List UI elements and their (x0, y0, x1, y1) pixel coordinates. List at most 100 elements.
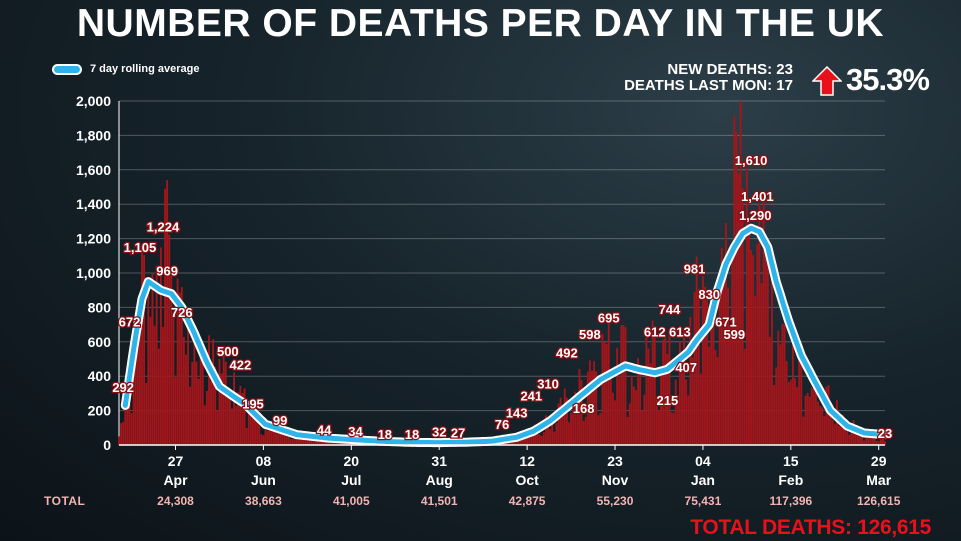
legend: 7 day rolling average (52, 63, 199, 75)
bar (124, 394, 127, 445)
bar (628, 403, 631, 445)
bar (561, 410, 564, 445)
bar (752, 255, 755, 445)
bar (879, 439, 882, 445)
bar (233, 372, 236, 445)
bar (203, 405, 206, 445)
data-label: 422 (230, 357, 252, 372)
bar (848, 434, 851, 445)
data-label: 143 (506, 405, 528, 420)
bar (287, 436, 290, 445)
bar (214, 366, 217, 445)
bar (808, 396, 811, 445)
bar (674, 379, 677, 445)
bar (132, 334, 135, 445)
bar (796, 386, 799, 445)
bar (641, 410, 644, 445)
bar (743, 348, 746, 445)
bar (268, 429, 271, 445)
bar (237, 392, 240, 445)
data-label: 695 (598, 310, 620, 325)
bar (524, 438, 526, 445)
bar (643, 394, 646, 445)
bar (553, 431, 556, 445)
x-tick-day: 20 (344, 453, 360, 469)
bar (272, 423, 275, 445)
bar (651, 320, 654, 445)
bar (884, 441, 886, 445)
bar (720, 248, 723, 445)
bar (875, 440, 878, 445)
bar (858, 427, 861, 445)
bar (293, 435, 296, 445)
bar (226, 393, 229, 445)
bar (693, 291, 696, 445)
bar (618, 377, 621, 445)
bar (706, 290, 709, 445)
bar (208, 335, 210, 445)
bar (722, 270, 725, 445)
bar (750, 250, 752, 445)
bar (549, 428, 552, 445)
bar (611, 392, 614, 445)
bar (216, 410, 219, 445)
bar (812, 376, 815, 445)
bar (599, 413, 602, 445)
bar (697, 288, 700, 445)
bar (205, 390, 208, 445)
data-label: 310 (537, 377, 559, 392)
bar (764, 236, 767, 445)
bar (335, 442, 338, 445)
data-label: 18 (378, 427, 392, 442)
x-tick-day: 31 (431, 453, 447, 469)
y-tick-label: 200 (88, 403, 112, 419)
bar (637, 358, 639, 445)
bar (804, 395, 807, 445)
x-tick-month: Aug (426, 472, 453, 488)
bar (825, 386, 828, 445)
bar (542, 432, 545, 445)
bar (279, 425, 282, 445)
bar (787, 382, 790, 445)
bar (708, 346, 711, 445)
x-tick-day: 04 (695, 453, 711, 469)
bar (568, 422, 570, 445)
bar (731, 256, 734, 445)
bar (141, 247, 143, 445)
bar (716, 357, 719, 445)
data-label: 407 (675, 360, 697, 375)
bar (289, 438, 292, 445)
x-tick-day: 15 (783, 453, 799, 469)
data-label: 168 (573, 401, 595, 416)
bar (136, 323, 139, 445)
bar (218, 359, 221, 445)
bar (658, 410, 660, 445)
y-tick-label: 2,000 (76, 93, 111, 109)
data-label: 612 (644, 325, 666, 340)
bar (821, 407, 824, 445)
bar (262, 435, 265, 445)
bar (838, 425, 840, 445)
bar (616, 347, 619, 445)
bar (754, 296, 757, 445)
bar (557, 403, 560, 445)
bar (672, 412, 675, 445)
bar (647, 348, 650, 445)
bar (189, 386, 192, 445)
bar (798, 341, 801, 445)
bar (831, 420, 834, 445)
bar (584, 417, 587, 445)
total-label: TOTAL (44, 494, 86, 508)
total-value: 42,875 (508, 494, 546, 508)
y-tick-label: 800 (88, 299, 112, 315)
bar (264, 419, 267, 445)
bar (118, 436, 120, 445)
total-value: 117,396 (769, 494, 813, 508)
bar (151, 273, 154, 445)
bar (563, 388, 566, 445)
bar (166, 180, 169, 445)
data-label: 34 (348, 424, 363, 439)
bar (162, 326, 164, 445)
bar (691, 357, 694, 445)
